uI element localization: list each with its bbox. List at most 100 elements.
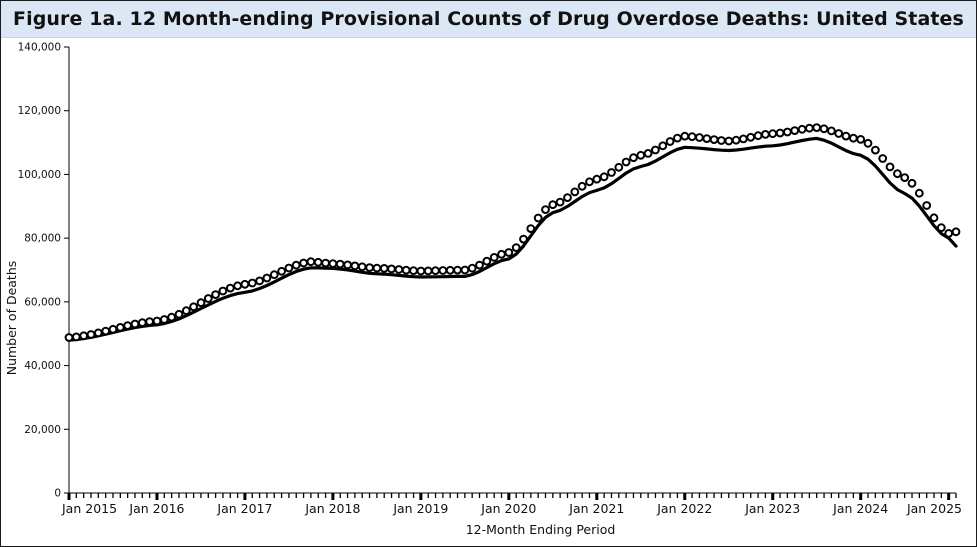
series-point bbox=[585, 177, 594, 187]
series-point bbox=[834, 129, 844, 138]
series-point bbox=[775, 128, 785, 138]
series-point bbox=[739, 134, 748, 144]
series-point bbox=[387, 264, 396, 274]
x-axis-title: 12-Month Ending Period bbox=[466, 522, 616, 537]
series-point bbox=[64, 333, 74, 342]
y-tick-label: 120,000 bbox=[18, 105, 61, 117]
series-point bbox=[944, 229, 954, 238]
series-point bbox=[856, 135, 866, 144]
series-point bbox=[108, 324, 118, 334]
series-point bbox=[592, 174, 602, 184]
series-point bbox=[357, 262, 367, 272]
series-point bbox=[145, 317, 155, 327]
series-point bbox=[577, 181, 587, 191]
x-tick-label: Jan 2018 bbox=[304, 501, 360, 516]
y-tick-label: 20,000 bbox=[24, 424, 61, 436]
x-tick-label: Jan 2015 bbox=[61, 501, 117, 516]
series-point bbox=[438, 266, 448, 275]
y-tick-label: 100,000 bbox=[18, 169, 61, 181]
series-point bbox=[665, 137, 675, 146]
series-point bbox=[460, 265, 470, 275]
series-point bbox=[922, 201, 932, 210]
x-tick-label: Jan 2017 bbox=[216, 501, 272, 516]
series-point bbox=[548, 200, 558, 210]
series-point bbox=[673, 133, 682, 143]
series-point bbox=[86, 330, 96, 339]
series-point bbox=[372, 263, 382, 273]
series-point bbox=[409, 266, 418, 276]
series-point bbox=[475, 260, 484, 270]
series-point bbox=[335, 259, 345, 269]
series-point bbox=[167, 312, 177, 322]
series-point bbox=[555, 197, 565, 207]
series-point bbox=[768, 129, 778, 139]
series-point bbox=[401, 265, 411, 275]
series-point bbox=[365, 263, 375, 273]
series-point bbox=[702, 134, 712, 144]
series-point bbox=[709, 135, 719, 145]
y-tick-label: 0 bbox=[54, 488, 61, 500]
series-point bbox=[313, 257, 323, 267]
series-point bbox=[621, 157, 631, 167]
series-point bbox=[379, 264, 389, 273]
series-point bbox=[497, 249, 506, 259]
series-point bbox=[819, 124, 829, 134]
y-tick-label: 140,000 bbox=[18, 42, 61, 54]
series-point bbox=[871, 145, 880, 155]
series-point bbox=[203, 294, 213, 303]
series-point bbox=[284, 263, 294, 273]
series-point bbox=[350, 261, 360, 271]
y-tick-label: 40,000 bbox=[24, 360, 61, 372]
series-point bbox=[218, 286, 228, 296]
series-line bbox=[67, 136, 958, 342]
series-point bbox=[900, 173, 910, 183]
series-point bbox=[130, 319, 140, 329]
series-point bbox=[115, 323, 125, 332]
series-point bbox=[914, 188, 924, 198]
series-point bbox=[878, 154, 888, 163]
x-tick-label: Jan 2020 bbox=[480, 501, 536, 516]
series-point bbox=[262, 273, 272, 283]
series-point bbox=[137, 318, 147, 328]
series-point bbox=[71, 332, 81, 342]
series-point bbox=[827, 126, 836, 136]
series-point bbox=[680, 131, 690, 141]
series-point bbox=[783, 127, 792, 137]
series-point bbox=[599, 172, 609, 182]
series-point bbox=[306, 257, 316, 267]
series-point bbox=[277, 266, 287, 276]
series-point bbox=[893, 169, 902, 179]
series-point bbox=[511, 243, 521, 253]
series-point bbox=[651, 145, 660, 155]
series-point bbox=[123, 321, 132, 331]
series-point bbox=[93, 328, 103, 338]
y-tick-label: 80,000 bbox=[24, 233, 61, 245]
series-point bbox=[629, 153, 638, 163]
series-point bbox=[885, 162, 895, 172]
series-point bbox=[695, 133, 704, 142]
x-tick-label: Jan 2022 bbox=[656, 501, 712, 516]
series-point bbox=[805, 123, 814, 133]
series-point bbox=[797, 124, 807, 134]
series-point bbox=[159, 315, 169, 324]
series-point bbox=[863, 138, 873, 148]
series-point bbox=[570, 187, 580, 197]
series-point bbox=[225, 283, 235, 293]
series-point bbox=[423, 266, 433, 276]
title-bar: Figure 1a. 12 Month-ending Provisional C… bbox=[1, 1, 976, 38]
x-tick-label: Jan 2023 bbox=[744, 501, 800, 516]
series-point bbox=[482, 256, 492, 266]
y-tick-label: 60,000 bbox=[24, 296, 61, 308]
series-point bbox=[761, 130, 770, 139]
series-point bbox=[240, 279, 250, 289]
series-point bbox=[269, 270, 279, 280]
series-point bbox=[255, 276, 265, 286]
series-point bbox=[101, 326, 111, 336]
series-point bbox=[746, 132, 756, 142]
series-point bbox=[607, 168, 616, 177]
series-point bbox=[849, 133, 858, 143]
series-point bbox=[812, 123, 822, 132]
series-point bbox=[731, 135, 741, 145]
series-point bbox=[526, 224, 536, 234]
